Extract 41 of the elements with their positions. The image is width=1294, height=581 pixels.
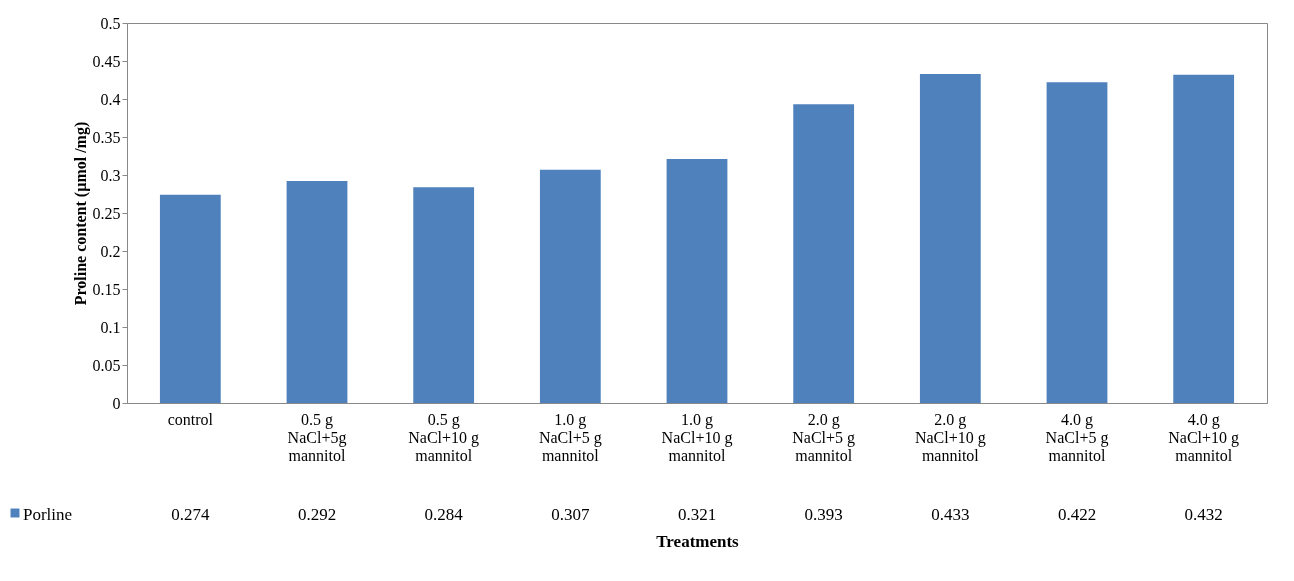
x-tick-label: 1.0 g NaCl+10 g mannitol (661, 410, 733, 464)
y-tick-label: 0.45 (92, 52, 121, 70)
x-tick-label: 0.5 g NaCl+10 g mannitol (408, 410, 480, 464)
data-label: 0.422 (1057, 505, 1097, 524)
data-label: 0.432 (1184, 505, 1223, 524)
x-tick-label: 0.5 g NaCl+5g mannitol (287, 410, 347, 464)
y-tick-label: 0.4 (100, 90, 121, 108)
data-label: 0.393 (804, 505, 843, 524)
data-label: 0.292 (297, 505, 337, 524)
y-tick-label: 0.1 (100, 318, 121, 336)
bar (159, 194, 221, 403)
bar (413, 187, 475, 403)
data-label: 0.274 (171, 505, 210, 524)
data-label: 0.307 (551, 505, 590, 524)
y-tick-label: 0.05 (92, 356, 121, 374)
data-label: 0.321 (677, 505, 717, 524)
x-tick-label: 2.0 g NaCl+5 g mannitol (792, 410, 856, 464)
bar (286, 181, 348, 403)
y-axis-title: Proline content (µmol /mg) (71, 121, 90, 306)
x-tick-label: 1.0 g NaCl+5 g mannitol (538, 410, 602, 464)
y-tick-label: 0.3 (100, 166, 121, 184)
bar (1173, 74, 1235, 403)
x-tick-label: 2.0 g NaCl+10 g mannitol (914, 410, 986, 464)
y-tick-label: 0 (112, 394, 121, 412)
y-tick-label: 0.5 (100, 14, 121, 32)
bar (666, 159, 728, 403)
bar (1046, 82, 1108, 403)
data-label: 0.284 (424, 505, 464, 524)
legend-label: Porline (23, 505, 73, 524)
x-tick-label: control (167, 410, 214, 428)
y-tick-label: 0.35 (92, 128, 121, 146)
y-tick-label: 0.2 (100, 242, 121, 260)
data-label: 0.433 (931, 505, 970, 524)
bar (539, 169, 601, 403)
x-axis-title: Treatments (656, 531, 740, 551)
x-tick-label: 4.0 g NaCl+10 g mannitol (1168, 410, 1240, 464)
y-tick-label: 0.25 (92, 204, 121, 222)
bar (919, 73, 981, 403)
y-tick-label: 0.15 (92, 280, 121, 298)
x-tick-label: 4.0 g NaCl+5 g mannitol (1045, 410, 1109, 464)
bar (793, 104, 855, 403)
